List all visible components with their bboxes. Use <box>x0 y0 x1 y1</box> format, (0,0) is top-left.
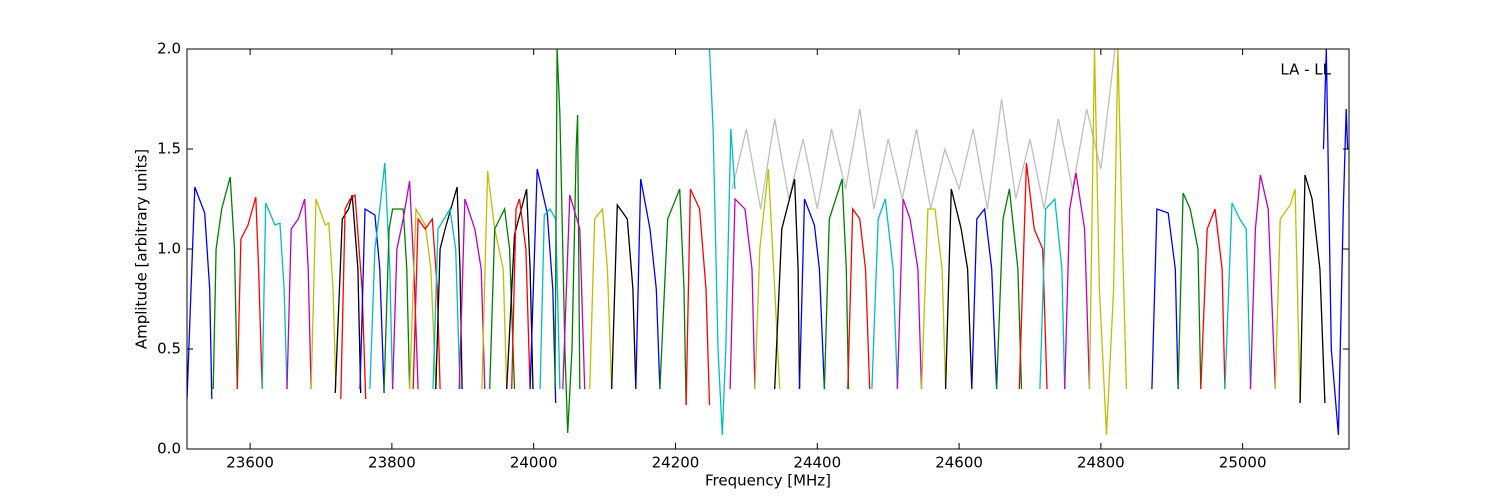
series-line <box>774 178 801 390</box>
y-tick-label: 1.5 <box>157 140 181 158</box>
series-line <box>847 207 871 390</box>
series-line <box>920 208 947 390</box>
y-tick-label: 0.5 <box>157 340 181 358</box>
series-line <box>798 198 826 390</box>
x-tick-label: 23600 <box>226 454 274 472</box>
x-tick-label: 24200 <box>652 454 700 472</box>
series-line <box>871 198 899 390</box>
series-line <box>481 170 508 390</box>
series-line <box>511 198 531 390</box>
series-line <box>391 180 419 390</box>
series-line <box>539 207 561 390</box>
series-line <box>432 207 461 390</box>
series-line <box>212 176 238 390</box>
plot-frame <box>186 48 1350 450</box>
series-line <box>1018 162 1048 390</box>
y-axis-label: Amplitude [arbitrary units] <box>133 149 151 349</box>
series-line <box>1224 202 1252 390</box>
y-tick-label: 1.0 <box>157 240 181 258</box>
series-line <box>685 188 711 406</box>
series-line <box>995 188 1023 390</box>
series-line <box>1088 49 1128 436</box>
series-line <box>708 49 736 436</box>
plot-lines <box>187 49 1349 436</box>
series-line <box>896 198 923 390</box>
x-tick-label: 25000 <box>1219 454 1267 472</box>
series-line <box>1299 174 1326 404</box>
series-line <box>359 207 385 394</box>
series-line <box>369 162 394 390</box>
series-line <box>1322 49 1349 436</box>
series-line <box>408 206 437 390</box>
x-tick-label: 24800 <box>1077 454 1125 472</box>
x-tick-label: 24000 <box>510 454 558 472</box>
series-line <box>611 203 637 390</box>
annotation: LA - LL <box>1280 61 1331 79</box>
series-line <box>1151 208 1179 390</box>
series-line <box>261 202 288 390</box>
series-line <box>944 188 973 390</box>
series-line <box>236 196 263 390</box>
x-tick-label: 24400 <box>793 454 841 472</box>
y-tick-label: 2.0 <box>157 40 181 58</box>
x-axis-label: Frequency [MHz] <box>705 472 831 490</box>
series-line <box>1200 208 1226 390</box>
series-line <box>589 207 613 390</box>
series-line <box>562 194 586 390</box>
y-tick-label: 0.0 <box>157 440 181 458</box>
x-tick-label: 24600 <box>935 454 983 472</box>
series-line <box>458 198 486 390</box>
series-line <box>286 198 312 390</box>
series-line <box>529 168 557 404</box>
series-line <box>1274 188 1301 404</box>
series-line <box>1039 197 1066 390</box>
series-line <box>1249 174 1276 390</box>
series-line <box>1177 192 1202 390</box>
series-line <box>310 198 337 390</box>
x-tick-label: 23800 <box>368 454 416 472</box>
series-line <box>823 178 850 390</box>
series-line <box>754 168 781 390</box>
series-line <box>506 188 534 390</box>
series-line <box>383 208 411 390</box>
series-line <box>554 49 581 434</box>
series-line <box>635 178 661 390</box>
series-line <box>731 49 1116 210</box>
series-line <box>435 186 463 390</box>
series-line <box>659 188 687 406</box>
series-line <box>729 197 756 390</box>
series-line <box>1064 172 1091 390</box>
series-line <box>334 194 362 394</box>
series-line <box>971 207 998 390</box>
series-line <box>187 186 213 400</box>
